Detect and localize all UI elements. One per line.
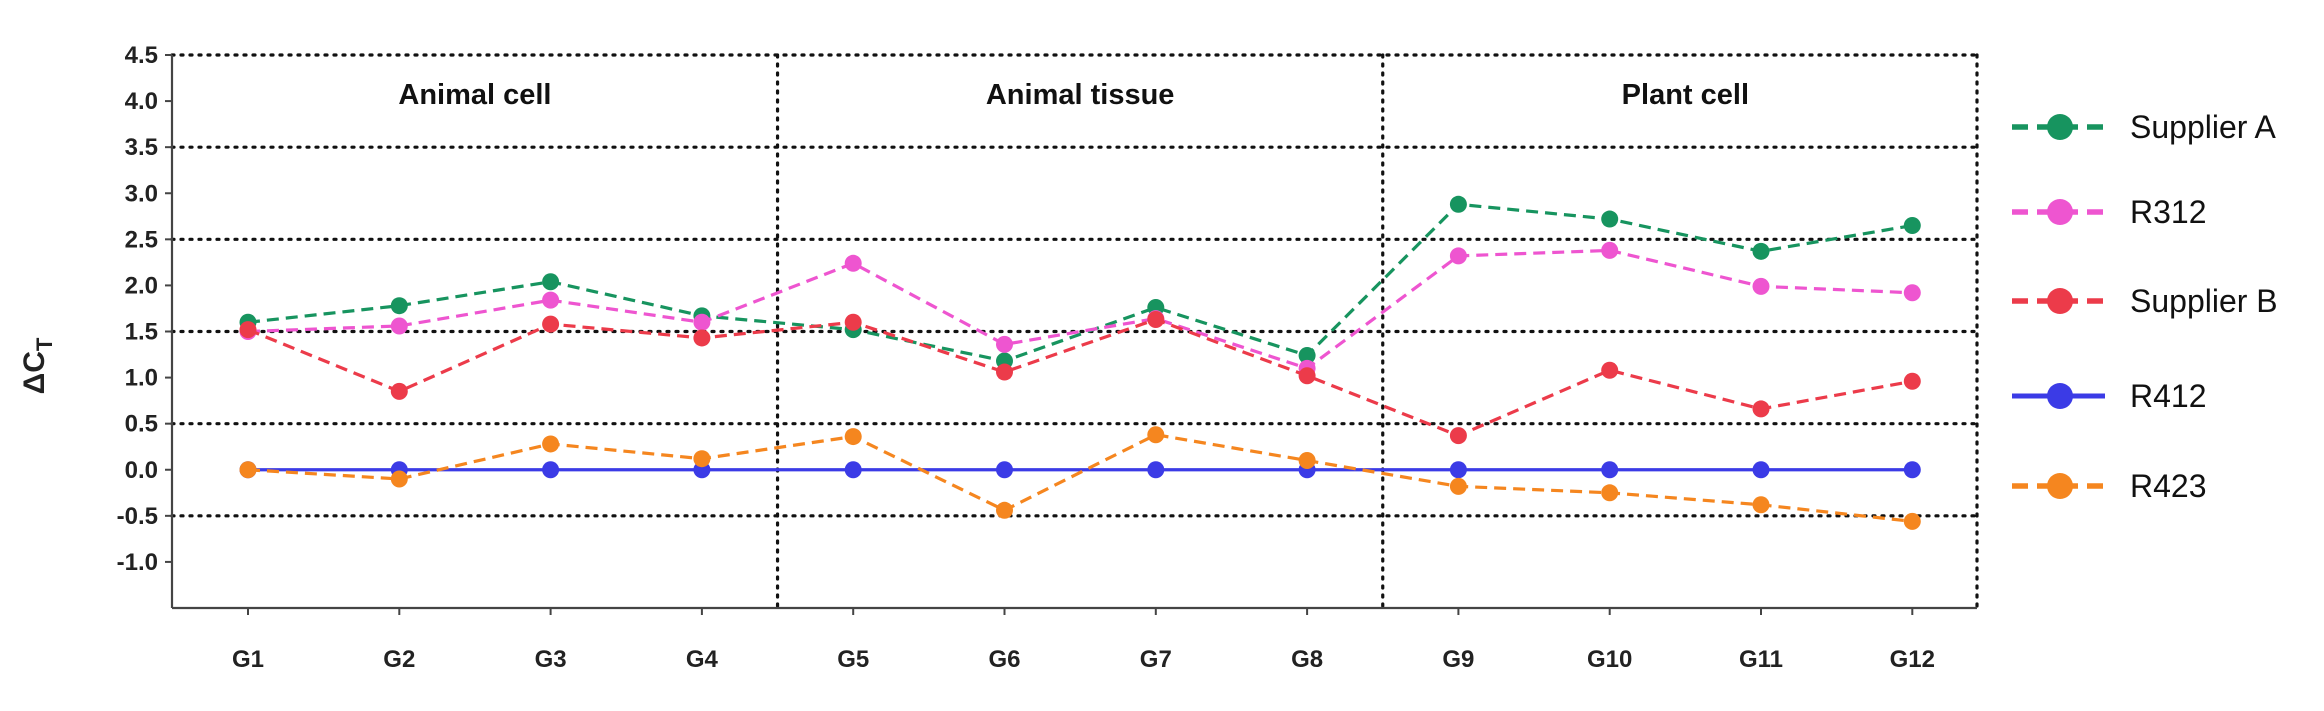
legend-label: R412 (2130, 378, 2207, 414)
data-point (693, 329, 711, 347)
x-tick-label: G5 (837, 646, 869, 673)
data-point (1903, 284, 1921, 302)
data-point (1298, 452, 1316, 470)
data-point (1147, 426, 1165, 444)
series-line-supplier-a (247, 202, 1913, 363)
y-tick-label: -1.0 (117, 549, 158, 576)
data-point (1298, 367, 1316, 385)
x-tick-label: G2 (383, 646, 415, 673)
data-point (542, 273, 560, 291)
y-tick-label: 0.5 (125, 411, 158, 438)
data-point (1298, 346, 1316, 364)
y-tick-label: 3.5 (125, 134, 158, 161)
data-point (1449, 195, 1467, 213)
data-point (542, 435, 560, 453)
data-point (239, 321, 257, 339)
data-point (996, 335, 1013, 353)
legend-label: Supplier A (2130, 109, 2277, 145)
data-point (542, 315, 560, 333)
data-point (1601, 210, 1619, 228)
legend-marker-0 (2047, 114, 2073, 140)
group-labels: Animal cell Animal tissue Plant cell (398, 79, 1749, 111)
data-point (1752, 242, 1770, 260)
x-tick-label: G1 (232, 646, 264, 673)
data-point (1601, 241, 1619, 259)
y-axis-label: ΔCT (18, 337, 57, 394)
data-point (1752, 496, 1770, 514)
data-point (1752, 461, 1770, 479)
data-point (239, 461, 257, 479)
y-tick-label: 2.0 (125, 272, 158, 299)
group-label-1: Animal tissue (986, 79, 1175, 111)
y-tick-label: 0.0 (125, 457, 158, 484)
series-line-supplier-b (247, 317, 1913, 438)
legend-label: R423 (2130, 468, 2207, 504)
data-point (390, 470, 408, 488)
data-point (1752, 400, 1770, 418)
y-axis-label-subscript: T (32, 337, 57, 351)
series-line-r312 (247, 248, 1913, 370)
group-label-0: Animal cell (398, 79, 551, 111)
data-point (996, 363, 1013, 381)
data-point (844, 461, 862, 479)
data-point (844, 428, 862, 446)
data-point (1903, 217, 1921, 235)
data-point (1449, 247, 1467, 265)
y-tick-label: 3.0 (125, 180, 158, 207)
data-point (1449, 477, 1467, 495)
data-point (1449, 461, 1467, 479)
x-tick-label: G6 (988, 646, 1020, 673)
data-point (1903, 461, 1921, 479)
data-point (693, 450, 711, 468)
x-tick-label: G11 (1739, 646, 1783, 673)
data-point (542, 461, 560, 479)
y-tick-label: 4.0 (125, 88, 158, 115)
y-tick-label: 1.0 (125, 365, 158, 392)
x-tick-label: G7 (1140, 646, 1172, 673)
data-point (996, 461, 1013, 479)
data-point (1752, 277, 1770, 295)
data-point (693, 313, 711, 331)
x-tick-label: G8 (1291, 646, 1323, 673)
legend-label: R312 (2130, 194, 2207, 230)
x-tick-label: G10 (1587, 646, 1632, 673)
y-tick-label: 4.5 (125, 42, 158, 69)
data-point (1903, 512, 1921, 530)
data-point (1601, 461, 1619, 479)
data-point (844, 254, 862, 272)
y-tick-labels: 4.5 4.0 3.5 3.0 2.5 2.0 1.5 1.0 0.5 0.0 -0.5 -1.0 (117, 42, 172, 576)
x-tick-label: G3 (535, 646, 567, 673)
legend: Supplier A R312 Supplier B R412 R423 (2012, 109, 2278, 504)
series-line-r423 (247, 433, 1913, 523)
data-point (390, 317, 408, 335)
x-tick-labels: G1 G2 G3 G4 G5 G6 G7 G8 G9 G10 G11 G12 (232, 608, 1935, 673)
series-lines (239, 195, 1921, 530)
data-point (390, 382, 408, 400)
y-tick-label: 1.5 (125, 319, 158, 346)
data-point (1449, 427, 1467, 445)
x-tick-label: G4 (686, 646, 719, 673)
data-point (542, 291, 560, 309)
data-point (996, 501, 1013, 519)
y-tick-label: 2.5 (125, 226, 158, 253)
data-point (1601, 484, 1619, 502)
data-point (1147, 461, 1165, 479)
data-point (1903, 372, 1921, 390)
legend-marker-1 (2047, 199, 2073, 225)
data-point (1147, 311, 1165, 329)
legend-marker-3 (2047, 383, 2073, 409)
y-tick-label: -0.5 (117, 503, 158, 530)
x-tick-label: G9 (1442, 646, 1474, 673)
legend-label: Supplier B (2130, 283, 2278, 319)
legend-marker-4 (2047, 473, 2073, 499)
data-point (1601, 361, 1619, 379)
data-point (390, 297, 408, 315)
group-label-2: Plant cell (1622, 79, 1749, 111)
x-tick-label: G12 (1890, 646, 1935, 673)
data-point (844, 313, 862, 331)
legend-marker-2 (2047, 288, 2073, 314)
